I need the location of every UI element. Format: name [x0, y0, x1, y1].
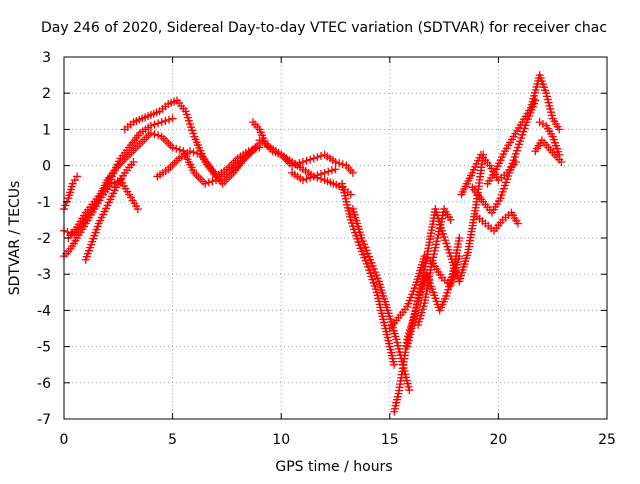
data-point — [309, 154, 318, 163]
data-point — [313, 153, 322, 162]
y-tick-label: -7 — [37, 412, 51, 428]
y-tick-label: 2 — [42, 86, 51, 102]
y-tick-label: 0 — [42, 159, 51, 175]
data-point — [557, 157, 566, 166]
data-point — [201, 179, 210, 188]
x-tick-label: 10 — [272, 432, 290, 448]
data-point — [251, 143, 260, 152]
data-point — [455, 234, 464, 242]
data-point — [555, 125, 564, 134]
data-point — [348, 168, 357, 177]
data-point — [150, 120, 159, 129]
data-point — [161, 116, 170, 125]
data-point — [146, 121, 155, 130]
x-axis-label: GPS time / hours — [275, 459, 392, 475]
data-point — [193, 149, 202, 158]
data-point — [154, 119, 163, 128]
data-point — [168, 143, 177, 152]
data-point — [133, 205, 142, 214]
data-point — [298, 157, 307, 166]
data-point — [302, 174, 311, 183]
data-point — [189, 148, 198, 157]
points-layer — [60, 71, 566, 416]
y-tick-label: -2 — [37, 231, 51, 247]
data-point — [288, 161, 297, 170]
data-point — [175, 145, 184, 154]
y-tick-label: -3 — [37, 267, 51, 283]
data-point — [129, 157, 138, 166]
data-point — [335, 159, 344, 168]
data-point — [185, 147, 194, 156]
data-point — [302, 156, 311, 165]
data-point — [331, 165, 340, 174]
x-tick-label: 20 — [489, 432, 507, 448]
data-point — [146, 129, 155, 138]
x-tick-label: 25 — [598, 432, 616, 448]
data-point — [327, 166, 336, 175]
y-axis-label: SDTVAR / TECUs — [7, 181, 23, 296]
data-point — [291, 160, 300, 169]
data-point — [204, 178, 213, 187]
y-tick-label: -1 — [37, 195, 51, 211]
data-point — [164, 115, 173, 124]
data-point — [338, 160, 347, 169]
data-point — [346, 190, 355, 199]
data-point — [154, 131, 163, 140]
data-point — [61, 201, 70, 210]
data-point — [73, 172, 82, 181]
y-tick-label: -6 — [37, 376, 51, 392]
data-point — [298, 176, 307, 185]
data-point — [405, 386, 414, 395]
data-point — [555, 150, 564, 159]
data-point — [172, 144, 181, 153]
data-point — [324, 167, 333, 176]
data-point — [208, 177, 217, 186]
data-point — [306, 173, 315, 182]
data-point — [157, 118, 166, 127]
data-point — [317, 170, 326, 179]
chart-title: Day 246 of 2020, Sidereal Day-to-day VTE… — [41, 20, 607, 36]
y-tick-label: 3 — [42, 50, 51, 66]
data-point — [313, 171, 322, 180]
data-point — [309, 172, 318, 181]
data-point — [513, 219, 522, 228]
y-tick-label: -4 — [37, 303, 51, 319]
data-point — [150, 130, 159, 139]
x-tick-label: 0 — [60, 432, 69, 448]
y-tick-label: -5 — [37, 340, 51, 356]
data-point — [455, 252, 464, 261]
data-point — [446, 215, 455, 224]
data-point — [390, 360, 399, 369]
x-tick-label: 5 — [168, 432, 177, 448]
data-point — [331, 157, 340, 166]
data-point — [168, 114, 177, 123]
data-point — [306, 155, 315, 164]
y-tick-label: 1 — [42, 122, 51, 138]
x-tick-label: 15 — [381, 432, 399, 448]
data-point — [320, 168, 329, 177]
data-point — [295, 159, 304, 168]
